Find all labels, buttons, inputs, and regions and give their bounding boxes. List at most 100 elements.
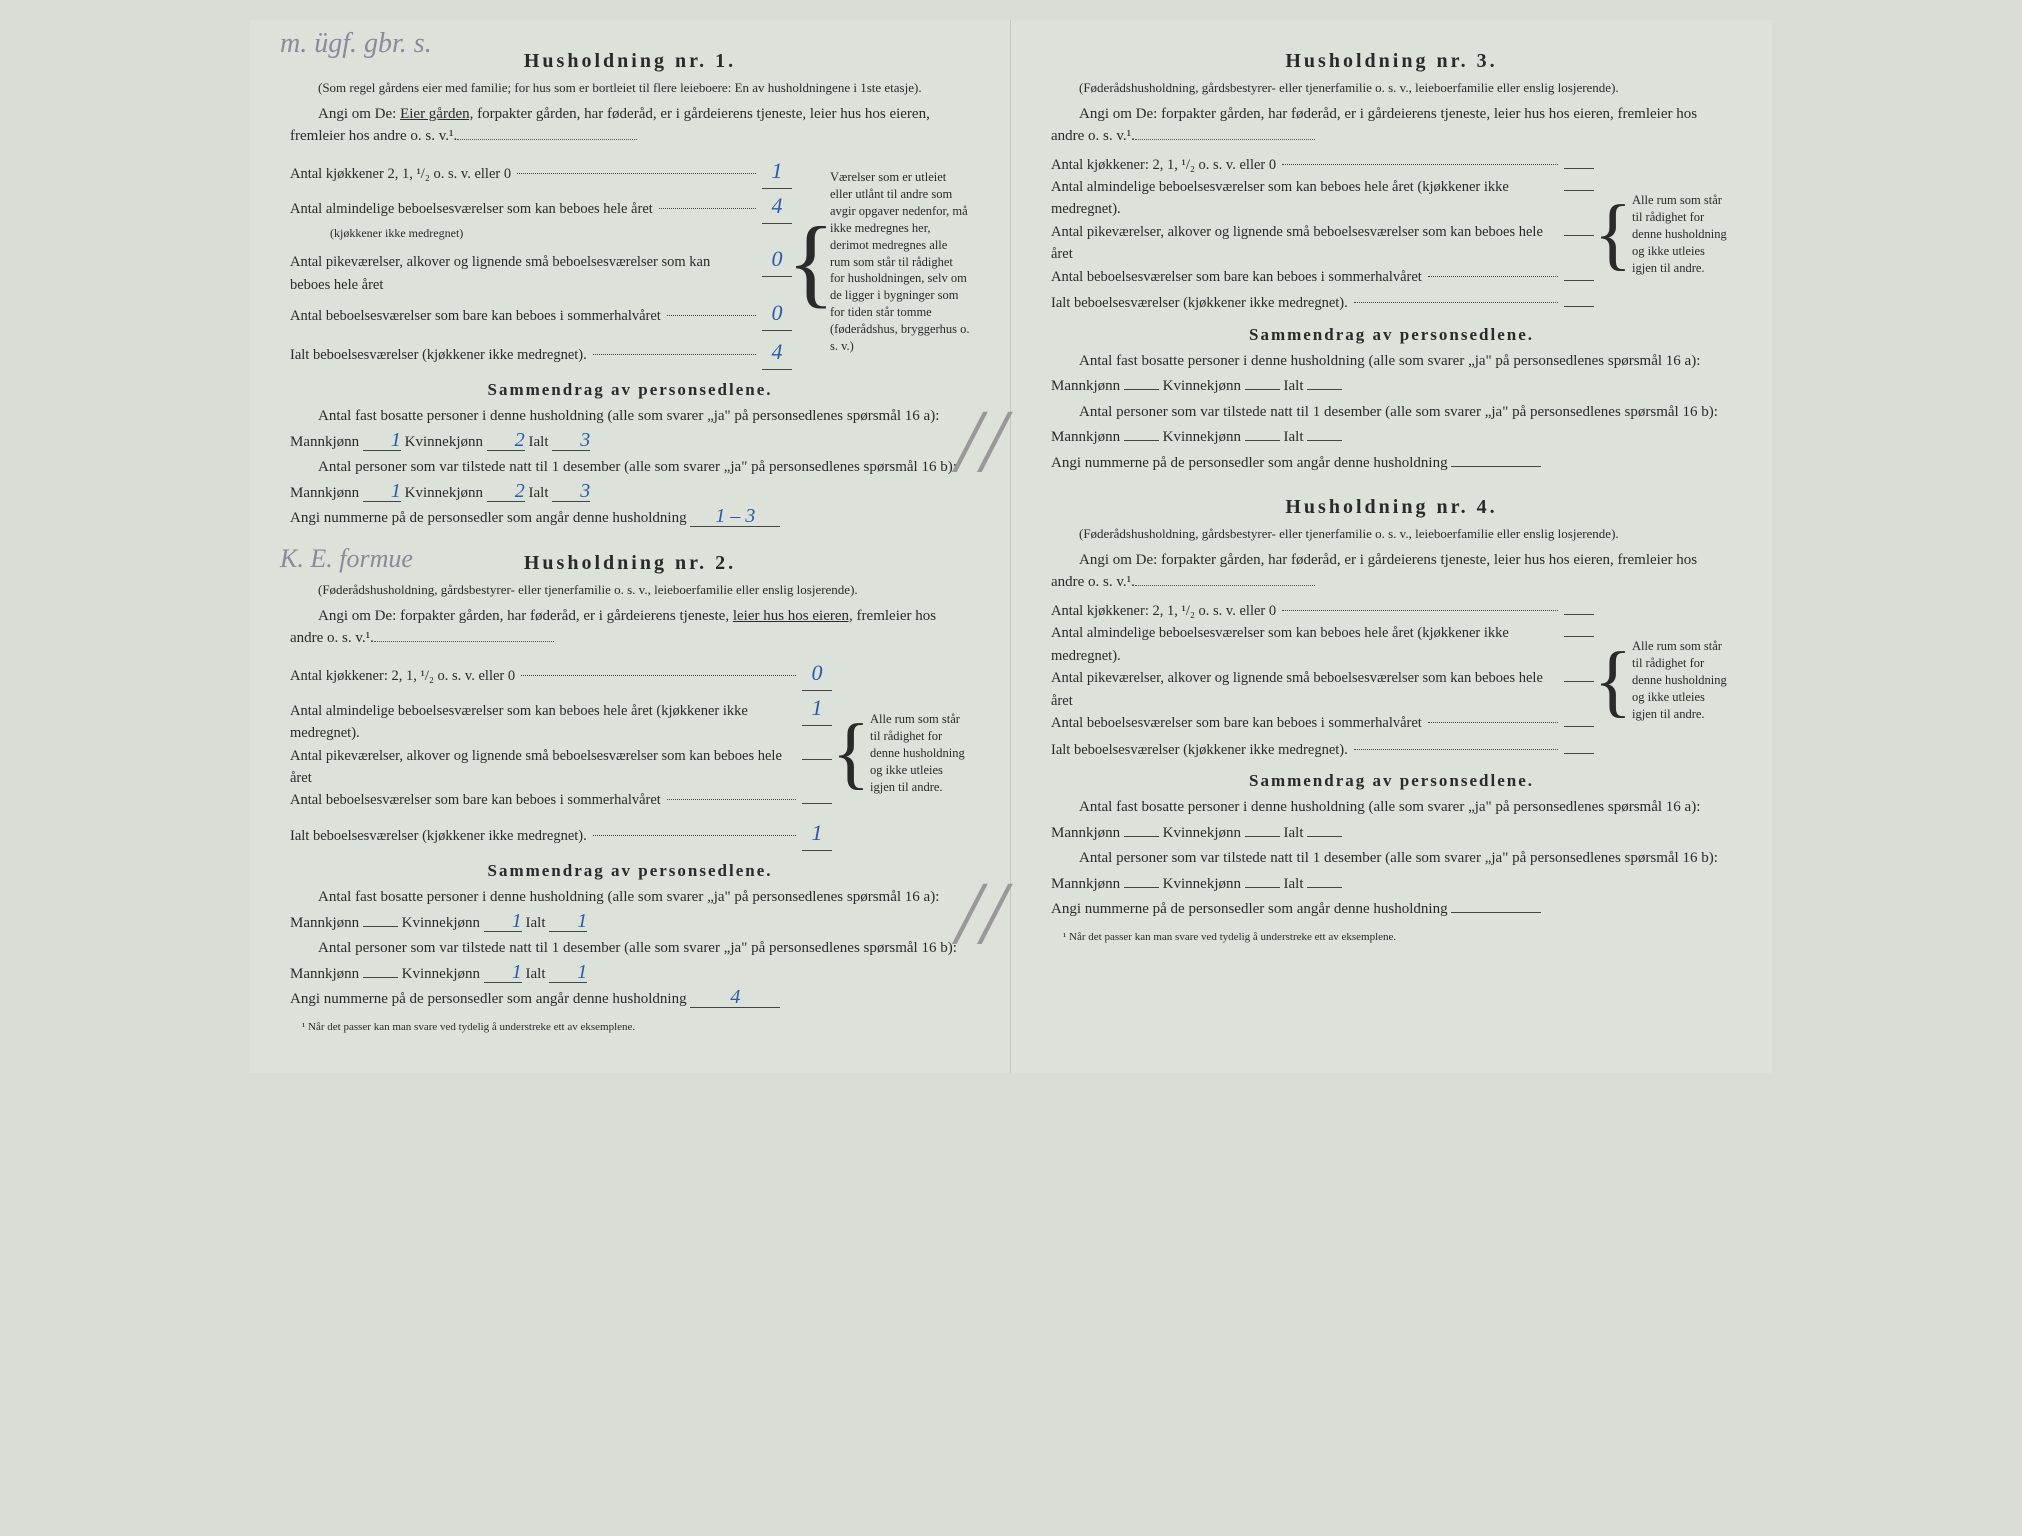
angi-prefix: Angi om De: <box>318 106 400 122</box>
room-l3: Antal pikeværelser, alkover og lignende … <box>1051 221 1552 266</box>
room-l4: Antal beboelsesværelser som bare kan beb… <box>290 305 661 327</box>
dots <box>1354 302 1558 303</box>
census-form-sheet: m. ügf. gbr. s. Husholdning nr. 1. (Som … <box>250 20 1772 1073</box>
hh3-room-lines: Antal kjøkkener: 2, 1, ¹/₂ o. s. v. elle… <box>1051 154 1594 315</box>
room-l4: Antal beboelsesværelser som bare kan beb… <box>290 789 661 811</box>
room-total: Ialt beboelsesværelser (kjøkkener ikke m… <box>1051 739 1348 761</box>
footnote-right: ¹ Når det passer kan man svare ved tydel… <box>1051 931 1732 943</box>
room-l3: Antal pikeværelser, alkover og lignende … <box>290 745 790 790</box>
hh1-sidenote: Værelser som er utleiet eller utlånt til… <box>830 154 970 371</box>
dots <box>521 675 796 676</box>
hh1-fast-k: 2 <box>487 430 525 451</box>
hh4-summary-title: Sammendrag av personsedlene. <box>1051 771 1732 791</box>
dots <box>667 799 796 800</box>
room-l3: Antal pikeværelser, alkover og lignende … <box>1051 667 1552 712</box>
ialt-label: Ialt <box>526 915 546 931</box>
hh1-til-t: 3 <box>552 481 590 502</box>
angi-hh2-pre: forpakter gården, har føderåd, er i gård… <box>400 608 733 624</box>
page-left: m. ügf. gbr. s. Husholdning nr. 1. (Som … <box>250 20 1011 1073</box>
hh4-summer <box>1564 726 1594 727</box>
dots <box>593 835 796 836</box>
room-total: Ialt beboelsesværelser (kjøkkener ikke m… <box>290 344 587 366</box>
hh1-til-m: 1 <box>363 481 401 502</box>
dots <box>1282 164 1558 165</box>
hh1-room-block: Antal kjøkkener 2, 1, ¹/₂ o. s. v. eller… <box>290 154 970 371</box>
household-2: K. E. formue Husholdning nr. 2. (Føderåd… <box>290 552 970 1033</box>
hh3-total <box>1564 306 1594 307</box>
hh2-numbers-val: 4 <box>690 987 780 1008</box>
room-l2b: Antal almindelige beboelsesværelser som … <box>290 700 790 745</box>
hh3-rooms-year <box>1564 190 1594 191</box>
hh1-title: Husholdning nr. 1. <box>290 50 970 73</box>
hh3-til-k <box>1245 440 1280 441</box>
angi-blank <box>457 139 637 140</box>
hh2-room-lines: Antal kjøkkener: 2, 1, ¹/₂ o. s. v. elle… <box>290 656 832 852</box>
hh1-fast-m: 1 <box>363 430 401 451</box>
dots <box>659 208 756 209</box>
hh3-pike <box>1564 235 1594 236</box>
hh4-pike <box>1564 681 1594 682</box>
brace-icon: { <box>842 656 860 852</box>
hh2-summer <box>802 803 832 804</box>
tilstede-label: Antal personer som var tilstede natt til… <box>1051 850 1718 892</box>
ialt-label: Ialt <box>1284 825 1304 841</box>
hh4-fast-k <box>1245 836 1280 837</box>
room-l2b: Antal almindelige beboelsesværelser som … <box>1051 622 1552 667</box>
hh2-fast: Antal fast bosatte personer i denne hush… <box>290 885 970 936</box>
room-l2-paren: (kjøkkener ikke medregnet) <box>290 224 792 243</box>
fast-label: Antal fast bosatte personer i denne hush… <box>290 889 939 931</box>
dots <box>517 173 756 174</box>
room-total: Ialt beboelsesværelser (kjøkkener ikke m… <box>290 825 587 847</box>
room-l3: Antal pikeværelser, alkover og lignende … <box>290 251 750 296</box>
hh3-tilstede: Antal personer som var tilstede natt til… <box>1051 400 1732 451</box>
hh1-summary-title: Sammendrag av personsedlene. <box>290 380 970 400</box>
hh4-numbers-val <box>1451 912 1541 913</box>
hh1-fast-t: 3 <box>552 430 590 451</box>
angi-prefix: Angi om De: <box>1079 552 1161 568</box>
ialt-label: Ialt <box>526 966 546 982</box>
hh3-fast-k <box>1245 389 1280 390</box>
dots <box>1282 610 1558 611</box>
hh1-fast: Antal fast bosatte personer i denne hush… <box>290 404 970 455</box>
kvinne-label: Kvinnekjønn <box>405 485 483 501</box>
kvinne-label: Kvinnekjønn <box>1163 876 1241 892</box>
page-right: Husholdning nr. 3. (Føderådshusholdning,… <box>1011 20 1772 1073</box>
hh4-room-block: Antal kjøkkener: 2, 1, ¹/₂ o. s. v. elle… <box>1051 600 1732 761</box>
angi-blank <box>374 641 554 642</box>
angi-hh1-underlined: Eier gården, <box>400 106 473 122</box>
room-l1b: Antal kjøkkener: 2, 1, ¹/₂ o. s. v. elle… <box>290 665 515 687</box>
ialt-label: Ialt <box>529 434 549 450</box>
hh2-til-k: 1 <box>484 962 522 983</box>
hh4-numbers: Angi nummerne på de personsedler som ang… <box>1051 897 1732 923</box>
angi-blank <box>1135 585 1315 586</box>
hh2-til-m <box>363 977 398 978</box>
hh2-total: 1 <box>802 816 832 851</box>
hh1-kitchens: 1 <box>762 154 792 189</box>
dots <box>1428 722 1558 723</box>
room-l4: Antal beboelsesværelser som bare kan beb… <box>1051 712 1422 734</box>
hh3-til-m <box>1124 440 1159 441</box>
hh2-fast-k: 1 <box>484 911 522 932</box>
ialt-label: Ialt <box>1284 378 1304 394</box>
hh4-til-t <box>1307 887 1342 888</box>
hh3-numbers-val <box>1451 466 1541 467</box>
nummer-label: Angi nummerne på de personsedler som ang… <box>1051 901 1448 917</box>
hh3-room-block: Antal kjøkkener: 2, 1, ¹/₂ o. s. v. elle… <box>1051 154 1732 315</box>
angi-prefix: Angi om De: <box>1079 106 1161 122</box>
hh2-til-t: 1 <box>549 962 587 983</box>
hh3-angi: Angi om De: forpakter gården, har føderå… <box>1051 103 1732 148</box>
kvinne-label: Kvinnekjønn <box>405 434 483 450</box>
hh1-angi: Angi om De: Eier gården, forpakter gårde… <box>290 103 970 148</box>
room-l1b: Antal kjøkkener: 2, 1, ¹/₂ o. s. v. elle… <box>1051 154 1276 176</box>
kvinne-label: Kvinnekjønn <box>402 915 480 931</box>
hh2-fast-m <box>363 926 398 927</box>
angi-hh2-underlined: leier hus hos eieren, <box>733 608 853 624</box>
hh4-total <box>1564 753 1594 754</box>
dots <box>667 315 756 316</box>
angi-blank <box>1135 139 1315 140</box>
household-3: Husholdning nr. 3. (Føderådshusholdning,… <box>1051 50 1732 476</box>
hh3-fast: Antal fast bosatte personer i denne hush… <box>1051 349 1732 400</box>
nummer-label: Angi nummerne på de personsedler som ang… <box>290 510 687 526</box>
hh2-room-block: Antal kjøkkener: 2, 1, ¹/₂ o. s. v. elle… <box>290 656 970 852</box>
hh1-tilstede: Antal personer som var tilstede natt til… <box>290 455 970 506</box>
